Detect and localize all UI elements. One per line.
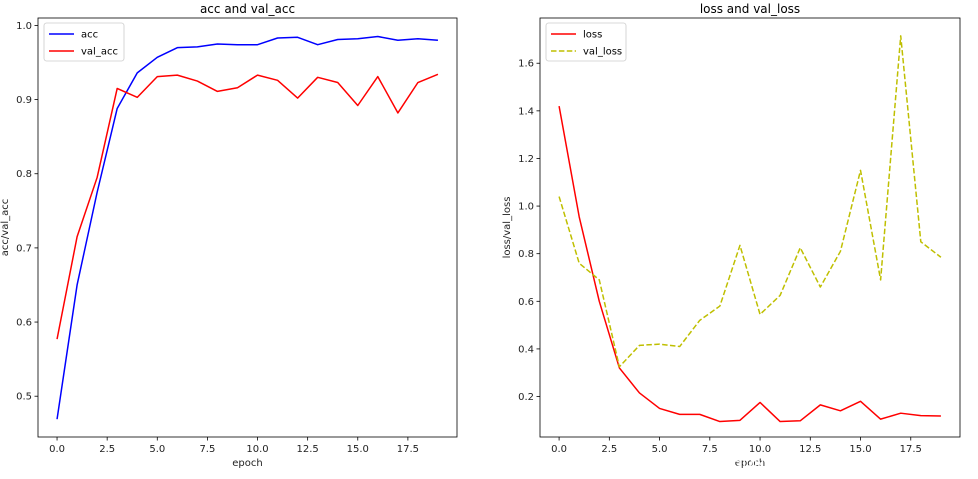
x-tick-label: 5.0 [149,444,165,455]
series-line-acc [56,35,439,420]
x-axis-label: epoch [735,458,765,469]
y-tick-label: 0.6 [16,318,32,329]
y-tick-label: 1.2 [518,154,534,165]
y-tick-label: 0.7 [16,243,32,254]
x-tick-label: 17.5 [397,444,419,455]
y-tick-label: 0.9 [16,95,32,106]
chart-1: acc and val_acc 0.0 2.5 5.0 7.5 10.0 12.5 15.0 1… [0,2,458,469]
series-line-val_acc [56,73,439,340]
y-tick-label: 0.5 [16,392,32,403]
x-tick-label: 2.5 [601,444,617,455]
x-tick-label: 7.5 [702,444,718,455]
y-axis-label: loss/val_loss [502,197,513,259]
y-tick-label: 0.8 [16,169,32,180]
y-tick-label: 0.4 [518,344,534,355]
x-tick-label: 5.0 [652,444,668,455]
x-tick-label: 12.5 [297,444,319,455]
y-axis-label: acc/val_acc [0,199,11,256]
legend-label-val_loss: val_loss [583,47,622,58]
legend: loss val_loss [545,22,627,62]
y-tick-label: 1.0 [518,202,534,213]
chart-2: loss and val_loss 0.0 2.5 5.0 7.5 10.0 12.5 15.… [502,2,961,469]
x-tick-label: 17.5 [900,444,922,455]
legend-box [545,22,627,62]
y-tick-label: 0.2 [518,392,534,403]
legend-label-val_acc: val_acc [81,47,118,58]
y-tick-label: 1.0 [16,21,32,32]
chart-title: loss and val_loss [700,2,800,16]
x-axis-label: epoch [232,458,262,469]
legend: acc val_acc [43,22,125,62]
x-tick-label: 12.5 [799,444,821,455]
x-tick-label: 15.0 [849,444,871,455]
x-tick-label: 0.0 [49,444,65,455]
y-tick-label: 0.6 [518,297,534,308]
x-tick-label: 7.5 [199,444,215,455]
x-tick-label: 10.0 [246,444,268,455]
chart-title: acc and val_acc [200,2,295,16]
series-line-loss [558,105,941,423]
x-tick-label: 15.0 [347,444,369,455]
y-tick-label: 1.4 [518,106,534,117]
y-tick-label: 1.6 [518,59,534,70]
legend-label-acc: acc [81,30,98,41]
x-tick-label: 0.0 [551,444,567,455]
y-tick-label: 0.8 [518,249,534,260]
plot-area-frame [539,17,961,438]
x-tick-label: 10.0 [749,444,771,455]
plot-area-frame [37,17,458,438]
series-line-val_loss [558,35,942,368]
legend-label-loss: loss [583,30,602,41]
x-tick-label: 2.5 [99,444,115,455]
